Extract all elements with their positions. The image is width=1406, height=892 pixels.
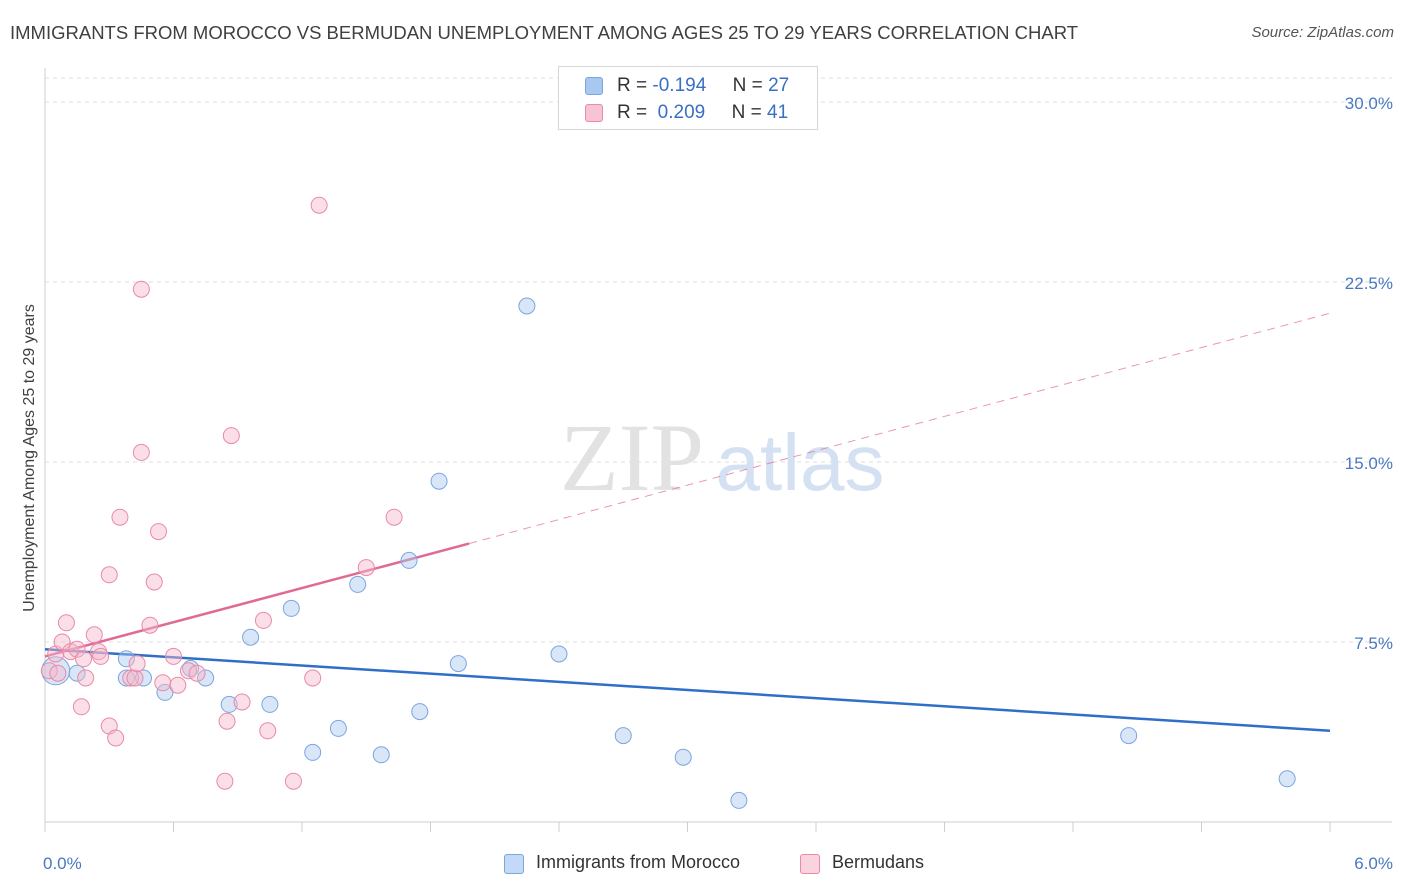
x-tick-label: 0.0% [43, 854, 82, 873]
data-point-bermudans [216, 772, 234, 790]
data-point-bermudans [304, 669, 322, 687]
bottom-legend-label-bermudans: Bermudans [832, 852, 925, 872]
watermark-zip: ZIP [560, 404, 704, 511]
data-point-morocco [430, 472, 448, 490]
data-point-bermudans [141, 616, 159, 634]
legend-r-label: R = [617, 75, 648, 96]
data-point-morocco [372, 746, 390, 764]
data-point-morocco [261, 695, 279, 713]
data-point-bermudans [53, 633, 71, 651]
data-point-bermudans [57, 614, 75, 632]
data-point-bermudans [100, 566, 118, 584]
data-point-bermudans [284, 772, 302, 790]
data-point-morocco [518, 297, 536, 315]
data-point-morocco [1120, 727, 1138, 745]
bottom-legend-swatch-bermudans [800, 854, 820, 874]
data-point-morocco [411, 703, 429, 721]
data-point-bermudans [72, 698, 90, 716]
x-tick-label: 6.0% [1354, 854, 1393, 873]
data-point-bermudans [75, 650, 93, 668]
axes [44, 68, 1392, 832]
legend-r-value: 0.209 [657, 102, 706, 123]
data-point-bermudans [259, 722, 277, 740]
data-point-bermudans [165, 647, 182, 665]
data-point-bermudans [107, 729, 125, 747]
data-point-bermudans [68, 640, 86, 658]
correlation-legend: R = -0.194 N = 27 R = 0.209 N = 41 [558, 66, 818, 130]
watermark-atlas: atlas [716, 418, 885, 507]
data-point-bermudans [254, 611, 272, 629]
legend-r-label: R = [617, 102, 648, 123]
data-point-morocco [550, 645, 568, 663]
data-point-morocco [449, 655, 467, 673]
legend-n-label: N = [732, 75, 763, 96]
data-point-morocco [730, 791, 748, 809]
bottom-legend-label-morocco: Immigrants from Morocco [536, 852, 741, 872]
data-point-morocco [135, 669, 153, 687]
data-point-morocco [68, 664, 86, 682]
data-point-bermudans [111, 508, 129, 526]
data-point-bermudans [385, 508, 403, 526]
data-point-bermudans [132, 443, 150, 461]
y-tick-label: 15.0% [1345, 454, 1393, 473]
data-point-bermudans [132, 280, 150, 298]
data-point-morocco [329, 719, 347, 737]
data-point-morocco [400, 551, 418, 569]
data-point-morocco [117, 669, 135, 687]
chart-title: IMMIGRANTS FROM MOROCCO VS BERMUDAN UNEM… [10, 22, 1079, 43]
data-point-bermudans [126, 669, 144, 687]
y-tick-label: 7.5% [1354, 634, 1393, 653]
data-points [40, 196, 1296, 809]
trend-line-1 [44, 542, 470, 658]
grid-lines [45, 77, 1392, 643]
y-tick-label: 22.5% [1345, 274, 1393, 293]
legend-n-value: 41 [767, 102, 789, 123]
data-point-bermudans [169, 676, 187, 694]
data-point-bermudans [77, 669, 95, 687]
data-point-morocco [282, 599, 300, 617]
tick-labels: 7.5% 15.0% 22.5% 30.0% 0.0% 6.0% [43, 94, 1393, 873]
data-point-morocco [117, 650, 135, 668]
chart-source: Source: ZipAtlas.com [1251, 24, 1394, 41]
watermark: ZIP atlas [560, 404, 884, 511]
trend-line-extension-1 [468, 312, 1331, 545]
data-point-bermudans [154, 674, 172, 692]
legend-n-label: N = [731, 102, 762, 123]
data-point-morocco [304, 743, 322, 761]
data-point-bermudans [128, 655, 146, 673]
data-point-bermudans [233, 693, 251, 711]
data-point-bermudans [92, 647, 110, 665]
data-point-morocco [220, 695, 238, 713]
legend-n-value: 27 [768, 75, 790, 96]
data-point-morocco [674, 748, 692, 766]
trend-lines [44, 312, 1331, 733]
trend-line-0 [44, 647, 1331, 733]
legend-swatch-bermudans [585, 104, 603, 122]
data-point-bermudans [218, 712, 236, 730]
data-point-bermudans [122, 669, 140, 687]
data-point-bermudans [145, 573, 163, 591]
legend-swatch-morocco [585, 77, 603, 95]
data-point-morocco [349, 575, 367, 593]
data-point-bermudans [310, 196, 328, 214]
data-point-morocco [242, 628, 260, 646]
data-point-bermudans [150, 523, 168, 541]
data-point-bermudans [85, 626, 103, 644]
data-point-morocco [197, 669, 215, 687]
data-point-bermudans [357, 559, 375, 577]
data-point-bermudans [222, 427, 240, 445]
data-point-bermudans [49, 664, 67, 682]
data-point-bermudans [188, 664, 206, 682]
y-tick-label: 30.0% [1345, 94, 1393, 113]
bottom-legend-swatch-morocco [504, 854, 524, 874]
data-point-morocco [614, 727, 632, 745]
data-point-morocco [1278, 770, 1296, 788]
legend-r-value: -0.194 [652, 75, 707, 96]
data-point-bermudans [62, 643, 80, 661]
